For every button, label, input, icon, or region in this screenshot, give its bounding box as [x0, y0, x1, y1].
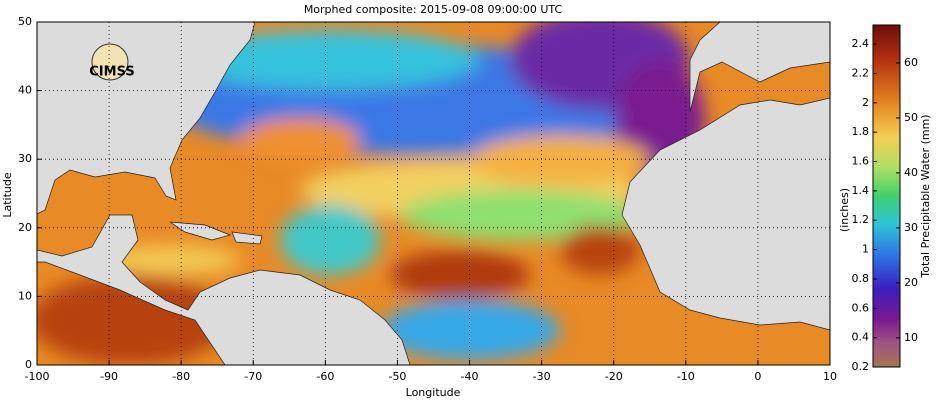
- colorbar-tick-label: 50: [904, 111, 918, 124]
- x-tick-label: -90: [100, 370, 118, 383]
- y-tick-label: 0: [25, 358, 32, 371]
- x-tick-label: -100: [25, 370, 50, 383]
- y-tick-label: 30: [18, 152, 32, 165]
- colorbar-tick-label: 30: [904, 221, 918, 234]
- colorbar-tick-label-left: 1.8: [852, 125, 870, 138]
- x-tick-label: -20: [605, 370, 623, 383]
- x-tick-label: -50: [388, 370, 406, 383]
- x-tick-label: 10: [823, 370, 837, 383]
- colorbar-label: Total Precipitable Water (mm): [919, 114, 932, 278]
- colorbar-tick-label-left: 0.2: [852, 360, 870, 373]
- logo-text: CIMSS: [89, 65, 134, 80]
- x-tick-label: -60: [316, 370, 334, 383]
- colorbar-tick-label: 20: [904, 276, 918, 289]
- x-tick-label: -80: [172, 370, 190, 383]
- colorbar-tick-label-left: 1: [862, 243, 869, 256]
- colorbar-tick-label-left: 0.4: [852, 331, 870, 344]
- colorbar: [872, 24, 901, 368]
- x-axis-label: Longitude: [406, 386, 461, 399]
- colorbar-tick-label: 60: [904, 56, 918, 69]
- colorbar-tick-label-left: 1.2: [852, 213, 870, 226]
- x-tick-label: -40: [461, 370, 479, 383]
- y-tick-label: 20: [18, 221, 32, 234]
- colorbar-tick-label-left: 0.8: [852, 272, 870, 285]
- colorbar-label-left: (inches): [838, 188, 851, 232]
- colorbar-tick-label: 10: [904, 331, 918, 344]
- x-tick-label: -10: [677, 370, 695, 383]
- y-axis-label: Latitude: [1, 172, 14, 218]
- colorbar-tick-label-left: 1.6: [852, 155, 870, 168]
- colorbar-tick-label: 40: [904, 166, 918, 179]
- title: Morphed composite: 2015-09-08 09:00:00 U…: [304, 3, 563, 16]
- map-field: CIMSS: [37, 22, 830, 365]
- y-tick-label: 40: [18, 84, 32, 97]
- colorbar-tick-label-left: 1.4: [852, 184, 870, 197]
- colorbar-tick-label-left: 2: [862, 96, 869, 109]
- y-tick-label: 10: [18, 289, 32, 302]
- colorbar-tick-label-left: 0.6: [852, 301, 870, 314]
- x-tick-label: -70: [244, 370, 262, 383]
- x-tick-label: 0: [754, 370, 761, 383]
- colorbar-tick-label-left: 2.2: [852, 66, 870, 79]
- x-tick-label: -30: [533, 370, 551, 383]
- y-tick-label: 50: [18, 15, 32, 28]
- colorbar-tick-label-left: 2.4: [852, 37, 870, 50]
